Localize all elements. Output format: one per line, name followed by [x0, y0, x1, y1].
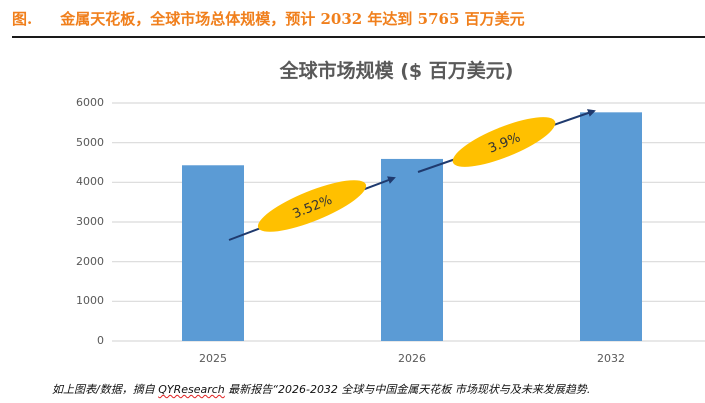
cagr-ellipse [257, 180, 367, 232]
header-divider [12, 36, 705, 38]
bar-2026 [381, 158, 443, 341]
bar-2025 [182, 165, 244, 341]
x-tick-label: 2026 [398, 352, 426, 365]
x-tick-label: 2032 [597, 352, 625, 365]
y-tick-label: 0 [97, 334, 104, 347]
y-tick-label: 1000 [76, 294, 104, 308]
y-tick-label: 6000 [76, 96, 104, 109]
growth-annotations: 3.52%3.9% [228, 109, 596, 241]
y-tick-label: 2000 [76, 254, 104, 268]
y-tick-label: 4000 [76, 175, 104, 189]
bars [182, 112, 642, 342]
source-note-prefix: 如上图表/数据，摘自 [52, 383, 159, 396]
figure-label: 图. [12, 10, 33, 28]
source-name: QYResearch [158, 383, 225, 396]
x-tick-label: 2025 [199, 352, 227, 365]
figure-caption: 图. 金属天花板，全球市场总体规模，预计 2032 年达到 5765 百万美元 [12, 8, 525, 29]
y-tick-label: 3000 [76, 215, 104, 228]
chart-title: 全球市场规模 ($ 百万美元) [279, 60, 514, 82]
figure-caption-text: 金属天花板，全球市场总体规模，预计 2032 年达到 5765 百万美元 [60, 10, 525, 28]
bar-2032 [580, 112, 642, 342]
source-note-suffix: 最新报告“2026-2032 全球与中国金属天花板 市场现状与及未来发展趋势. [224, 383, 591, 396]
cagr-ellipse [452, 117, 556, 167]
y-tick-label: 5000 [76, 135, 104, 149]
source-note: 如上图表/数据，摘自 QYResearch 最新报告“2026-2032 全球与… [52, 381, 590, 397]
